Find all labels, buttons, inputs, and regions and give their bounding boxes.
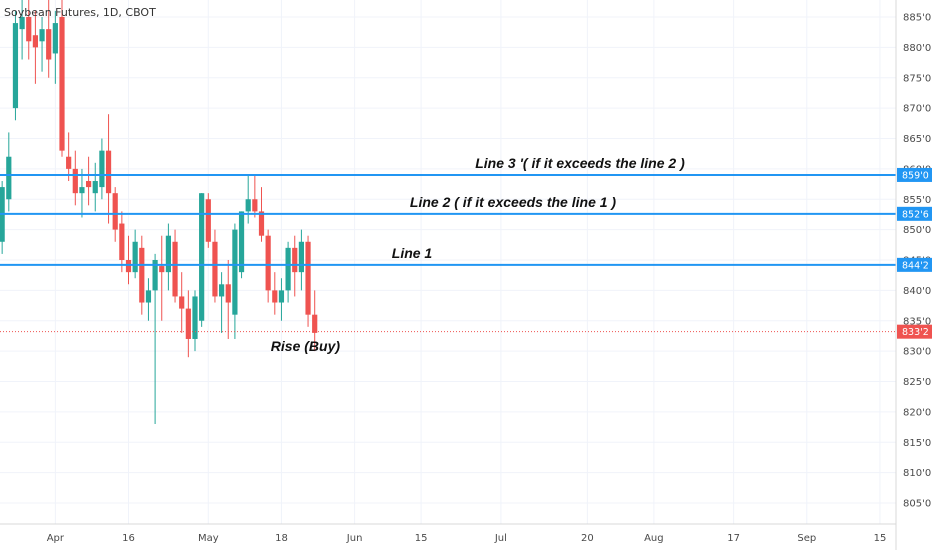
candle-body: [152, 260, 158, 291]
candle-body: [6, 156, 12, 200]
candle-body: [285, 247, 291, 291]
candle-body: [19, 17, 25, 30]
x-tick-label: May: [198, 533, 219, 544]
candle-body: [125, 260, 132, 273]
candle-body: [265, 235, 271, 291]
candle-body: [112, 193, 118, 230]
candle-body: [132, 241, 138, 273]
x-tick-label: Apr: [47, 533, 65, 544]
candle-body: [12, 23, 19, 109]
x-tick-label: 15: [874, 533, 887, 544]
y-tick-label: 830'0: [903, 347, 931, 358]
x-tick-label: Jul: [494, 533, 507, 544]
candle-body: [238, 211, 245, 273]
x-tick-label: 17: [727, 533, 740, 544]
candle-body: [212, 241, 218, 297]
candle-body: [305, 241, 311, 315]
y-tick-label: 885'0: [903, 13, 931, 24]
y-tick-label: 875'0: [903, 73, 931, 84]
candle-body: [192, 296, 198, 339]
price-tag-label: 852'6: [902, 209, 929, 220]
candle-body: [165, 235, 171, 273]
y-tick-label: 865'0: [903, 134, 931, 145]
candle-body: [219, 284, 225, 297]
y-tick-label: 810'0: [903, 468, 931, 479]
candle-body: [312, 314, 318, 333]
line-label: Line 3 '( if it exceeds the line 2 ): [475, 155, 685, 171]
candles-layer: [0, 0, 318, 425]
x-tick-label: 16: [122, 533, 135, 544]
candle-body: [139, 247, 145, 303]
horizontal-lines-layer: [0, 173, 896, 333]
candle-body: [258, 211, 265, 236]
candle-body: [92, 181, 98, 194]
candle-body: [145, 290, 152, 303]
candle-body: [99, 150, 105, 188]
price-axis-panel[interactable]: [896, 0, 932, 550]
x-tick-label: Sep: [797, 533, 816, 544]
y-tick-label: 870'0: [903, 104, 931, 115]
line-label: Line 1: [392, 245, 433, 261]
candle-body: [292, 247, 298, 273]
y-tick-label: 815'0: [903, 438, 931, 449]
candle-body: [205, 199, 211, 242]
x-tick-label: 18: [275, 533, 288, 544]
y-tick-label: 820'0: [903, 407, 931, 418]
candle-body: [159, 266, 165, 273]
candle-body: [39, 29, 45, 42]
annotations-layer: Line 3 '( if it exceeds the line 2 ) Line…: [271, 155, 685, 354]
x-tick-label: 15: [415, 533, 428, 544]
x-tick-label: 20: [581, 533, 594, 544]
price-tag: [897, 167, 932, 182]
last-price-label: 833'2: [902, 327, 929, 338]
candle-body: [72, 168, 78, 194]
y-tick-label: 850'0: [903, 225, 931, 236]
candle-body: [86, 181, 92, 188]
price-tag: [897, 257, 932, 272]
y-tick-label: 880'0: [903, 43, 931, 54]
candle-body: [26, 17, 32, 42]
x-tick-label: Jun: [346, 533, 363, 544]
candle-body: [79, 187, 85, 194]
candle-body: [119, 223, 125, 260]
candle-body: [245, 199, 251, 212]
candle-body: [199, 193, 205, 321]
y-tick-label: 855'0: [903, 195, 931, 206]
candle-body: [252, 199, 258, 212]
candle-body: [52, 23, 58, 54]
candle-body: [179, 296, 185, 309]
candle-body: [32, 35, 38, 48]
price-tags: 859'0 852'6 844'2 833'2: [897, 167, 932, 339]
price-tag-label: 844'2: [902, 260, 929, 271]
chart-title: Soybean Futures, 1D, CBOT: [4, 6, 156, 19]
candle-body: [172, 241, 178, 297]
candle-body: [232, 229, 238, 315]
price-tag-label: 859'0: [902, 170, 929, 181]
y-tick-label: 825'0: [903, 377, 931, 388]
grid-lines: [0, 0, 896, 524]
time-axis: Apr16May18Jun15Jul20Aug17Sep15Oct: [47, 533, 887, 544]
candle-body: [105, 150, 112, 194]
candle-body: [66, 156, 72, 169]
candle-body: [272, 290, 278, 303]
line-label: Line 2 ( if it exceeds the line 1 ): [410, 194, 617, 210]
candle-body: [59, 17, 65, 151]
annotation-text: Rise (Buy): [271, 338, 341, 354]
candle-body: [225, 284, 231, 303]
x-tick-label: Aug: [644, 533, 664, 544]
candle-body: [278, 290, 285, 303]
y-tick-label: 840'0: [903, 286, 931, 297]
last-price-tag: [897, 324, 932, 339]
candle-body: [298, 241, 304, 273]
candle-body: [185, 308, 191, 339]
y-tick-label: 835'0: [903, 316, 931, 327]
y-tick-label: 805'0: [903, 499, 931, 510]
price-tag: [897, 206, 932, 221]
candle-body: [46, 29, 52, 60]
